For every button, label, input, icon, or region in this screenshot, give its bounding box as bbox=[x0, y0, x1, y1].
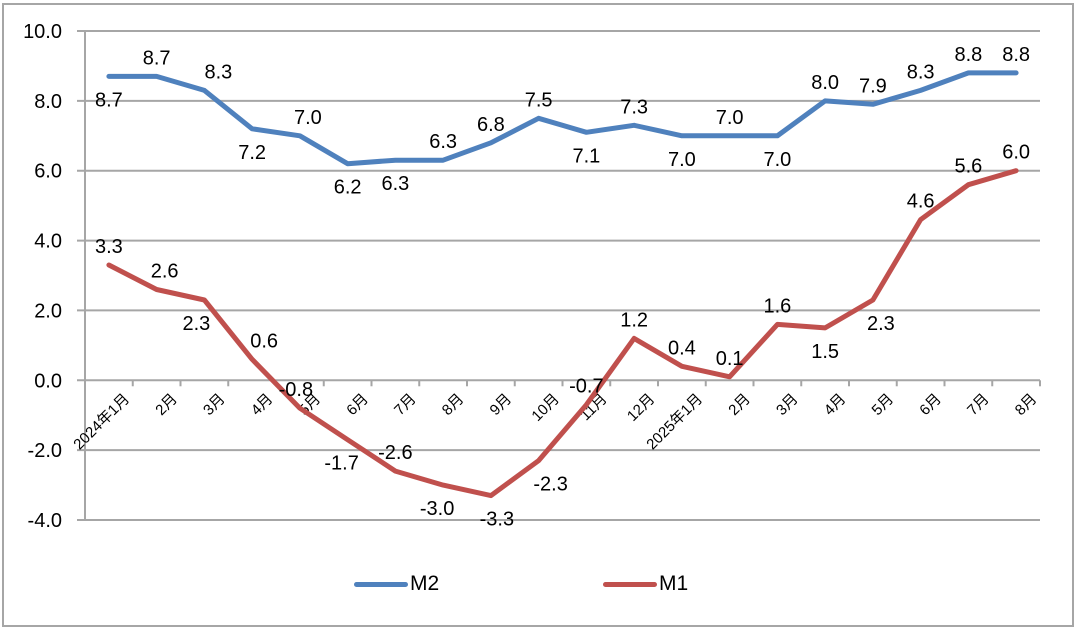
x-tick-label: 3月 bbox=[773, 390, 802, 419]
x-tick-label: 2024年1月 bbox=[70, 390, 133, 453]
data-label-m2: 8.0 bbox=[811, 72, 839, 94]
data-label-m2: 7.0 bbox=[716, 107, 744, 129]
data-label-m2: 7.3 bbox=[620, 96, 648, 118]
y-tick-label: 4.0 bbox=[34, 231, 62, 253]
data-label-m1: 0.6 bbox=[250, 330, 278, 352]
data-label-m2: 7.0 bbox=[763, 149, 791, 171]
x-tick-label: 2月 bbox=[725, 390, 754, 419]
data-label-m1: 1.2 bbox=[620, 309, 648, 331]
data-label-m1: -2.6 bbox=[378, 442, 412, 464]
y-tick-label: 0.0 bbox=[34, 370, 62, 392]
x-tick-label: 8月 bbox=[439, 390, 468, 419]
data-label-m2: 6.2 bbox=[334, 177, 362, 199]
data-label-m1: 2.3 bbox=[867, 313, 895, 335]
x-tick-label: 7月 bbox=[964, 390, 993, 419]
y-tick-label: -4.0 bbox=[28, 510, 62, 532]
data-label-m2: 6.3 bbox=[429, 131, 457, 153]
data-label-m1: 1.6 bbox=[763, 295, 791, 317]
legend-swatch-m1-icon bbox=[603, 581, 657, 587]
data-label-m2: 7.5 bbox=[525, 89, 553, 111]
legend-label-m2: M2 bbox=[410, 572, 440, 595]
legend-item-m2: M2 bbox=[354, 570, 439, 598]
data-label-m2: 8.7 bbox=[143, 47, 171, 69]
data-label-m2: 7.1 bbox=[572, 145, 600, 167]
x-tick-label: 12月 bbox=[624, 390, 658, 424]
data-label-m2: 7.9 bbox=[859, 75, 887, 97]
y-tick-label: -2.0 bbox=[28, 440, 62, 462]
legend-swatch-m2-icon bbox=[354, 581, 408, 587]
x-tick-label: 7月 bbox=[391, 390, 420, 419]
data-label-m1: -3.0 bbox=[420, 498, 454, 520]
x-tick-label: 4月 bbox=[248, 390, 277, 419]
data-label-m1: -2.3 bbox=[533, 474, 567, 496]
data-label-m1: 0.1 bbox=[716, 348, 744, 370]
data-label-m1: 2.6 bbox=[151, 260, 179, 282]
legend-label-m1: M1 bbox=[659, 572, 689, 595]
y-tick-label: 2.0 bbox=[34, 300, 62, 322]
y-tick-label: 6.0 bbox=[34, 161, 62, 183]
x-tick-label: 3月 bbox=[200, 390, 229, 419]
series-line-m1 bbox=[106, 168, 1019, 499]
data-label-m1: 6.0 bbox=[1002, 142, 1030, 164]
y-axis: 10.0 8.0 6.0 4.0 2.0 0.0 -2.0 -4.0 bbox=[23, 21, 86, 532]
data-label-m2: 6.3 bbox=[381, 173, 409, 195]
chart-frame bbox=[2, 3, 1074, 627]
series-lines bbox=[106, 70, 1019, 499]
data-label-m1: 5.6 bbox=[954, 156, 982, 178]
data-label-m1: -3.3 bbox=[480, 509, 514, 531]
data-label-m2: 8.8 bbox=[1002, 44, 1030, 66]
series-line-m2 bbox=[106, 70, 1019, 167]
y-tick-label: 10.0 bbox=[23, 21, 62, 43]
x-tick-label: 5月 bbox=[869, 390, 898, 419]
x-tick-label: 10月 bbox=[528, 390, 562, 424]
data-label-m2: 8.3 bbox=[907, 61, 935, 83]
data-label-m1: 2.3 bbox=[182, 313, 210, 335]
data-label-m1: 1.5 bbox=[811, 341, 839, 363]
data-label-m2: 7.0 bbox=[668, 149, 696, 171]
y-tick-label: 8.0 bbox=[34, 91, 62, 113]
data-label-m2: 7.2 bbox=[238, 142, 266, 164]
x-tick-label: 6月 bbox=[916, 390, 945, 419]
x-tick-label: 2月 bbox=[152, 390, 181, 419]
x-tick-label: 9月 bbox=[487, 390, 516, 419]
data-label-m2: 7.0 bbox=[294, 107, 322, 129]
data-label-m2: 8.8 bbox=[954, 44, 982, 66]
x-tick-label: 8月 bbox=[1012, 390, 1041, 419]
data-label-m1: -0.7 bbox=[569, 376, 603, 398]
data-label-m1: -1.7 bbox=[324, 453, 358, 475]
data-label-m2: 8.3 bbox=[204, 61, 232, 83]
data-labels: 8.7 8.7 8.3 7.2 7.0 6.2 6.3 6.3 6.8 7.5 7.1 7.3 7.0 7… bbox=[95, 44, 1030, 531]
x-tick-label: 6月 bbox=[343, 390, 372, 419]
data-label-m1: 0.4 bbox=[668, 337, 696, 359]
data-label-m2: 8.7 bbox=[95, 89, 123, 111]
x-tick-label: 4月 bbox=[821, 390, 850, 419]
data-label-m1: 4.6 bbox=[907, 191, 935, 213]
data-label-m1: 3.3 bbox=[95, 236, 123, 258]
data-label-m2: 6.8 bbox=[477, 114, 505, 136]
legend-item-m1: M1 bbox=[603, 570, 688, 598]
data-label-m1: -0.8 bbox=[279, 379, 313, 401]
